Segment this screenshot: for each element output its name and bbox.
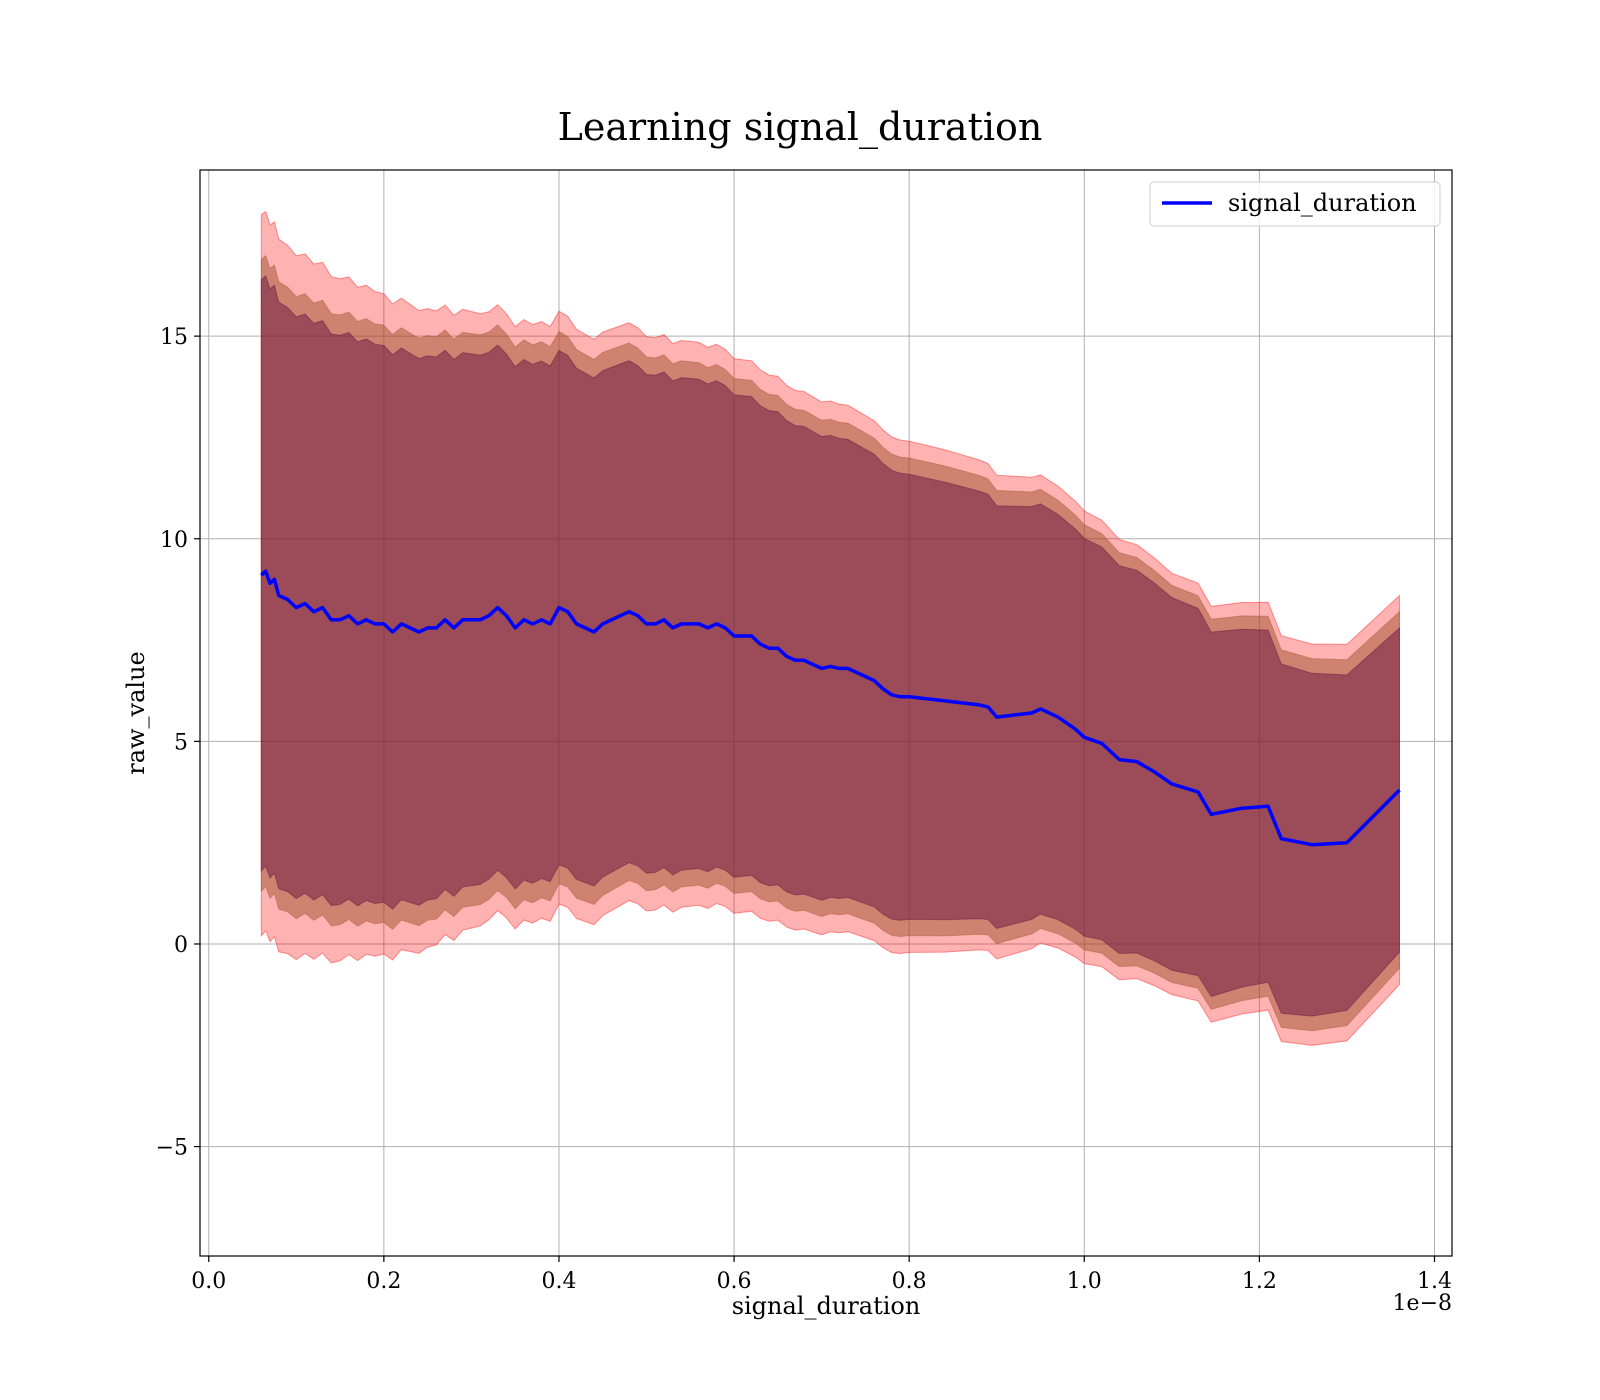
y-tick-label: 10 [160, 528, 188, 553]
x-tick-label: 1.2 [1242, 1269, 1277, 1294]
plot-frame [199, 169, 1453, 1257]
x-axis-offset-label: 1e−8 [1393, 1291, 1452, 1316]
series-line-signal-duration [260, 569, 1401, 847]
y-tick-label: −5 [156, 1136, 188, 1161]
x-tick-label: 0.6 [717, 1269, 752, 1294]
confidence-bands [260, 210, 1400, 1046]
x-tick-label: 0.0 [191, 1269, 226, 1294]
y-tick-label: 15 [160, 325, 188, 350]
legend: signal_duration [1149, 181, 1441, 227]
chart-title: Learning signal_duration [558, 105, 1043, 150]
x-tick-label: 0.8 [892, 1269, 927, 1294]
confidence-band-3 [260, 275, 1400, 1017]
y-tick-label: 0 [174, 933, 188, 958]
y-axis-label: raw_value [122, 651, 150, 775]
x-tick-label: 0.4 [541, 1269, 576, 1294]
x-tick-label: 1.0 [1067, 1269, 1102, 1294]
y-axis-ticks: −5 0 5 10 15 [156, 325, 200, 1161]
x-axis-ticks: 0.0 0.2 0.4 0.6 0.8 1.0 1.2 1.4 [191, 1256, 1452, 1294]
x-tick-label: 0.2 [366, 1269, 401, 1294]
legend-box [1149, 181, 1441, 227]
series-lines [260, 569, 1401, 847]
y-tick-label: 5 [174, 730, 188, 755]
x-axis-label: signal_duration [732, 1292, 921, 1320]
legend-entry-signal-duration: signal_duration [1228, 189, 1417, 217]
x-tick-label: 1.4 [1417, 1269, 1452, 1294]
confidence-band-2 [260, 254, 1400, 1032]
